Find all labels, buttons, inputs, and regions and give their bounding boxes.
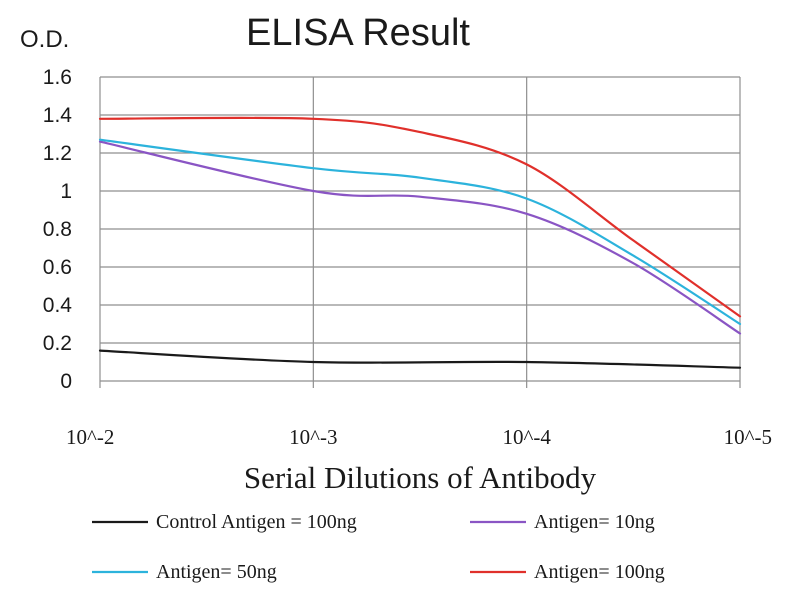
chart-title: ELISA Result xyxy=(246,12,470,54)
y-tick-label: 1.4 xyxy=(43,104,73,127)
y-tick-label: 1.6 xyxy=(43,66,72,89)
y-tick-label: 0.6 xyxy=(43,256,72,279)
x-tick-label: 10^-2 xyxy=(66,425,114,449)
y-tick-label: 0.2 xyxy=(43,332,72,355)
legend-label-antigen-10ng: Antigen= 10ng xyxy=(534,511,655,533)
series-line-antigen-100ng xyxy=(98,116,742,318)
y-tick-label: 0 xyxy=(60,370,72,393)
axes: 0 0.2 0.4 0.6 0.8 1 1.2 1.4 1.6 10^-2 10^-3 10^-4 10… xyxy=(43,66,772,449)
series-line-control-antigen-100ng xyxy=(98,349,742,369)
legend-label-control-antigen-100ng: Control Antigen = 100ng xyxy=(156,511,357,533)
legend: Control Antigen = 100ng Antigen= 10ng Anti… xyxy=(92,511,665,583)
y-tick-label: 0.8 xyxy=(43,218,72,241)
x-tick-label: 10^-3 xyxy=(289,425,337,449)
legend-label-antigen-50ng: Antigen= 50ng xyxy=(156,561,277,583)
series-line-antigen-50ng xyxy=(98,138,742,326)
x-tick-label: 10^-5 xyxy=(724,425,772,449)
gridlines xyxy=(100,76,741,381)
x-axis-label: Serial Dilutions of Antibody xyxy=(244,460,597,495)
series-line-antigen-10ng xyxy=(98,140,742,335)
y-axis-label: O.D. xyxy=(20,26,69,53)
x-tick-label: 10^-4 xyxy=(502,425,551,449)
data-series xyxy=(98,116,742,369)
y-tick-label: 1 xyxy=(60,180,72,203)
legend-label-antigen-100ng: Antigen= 100ng xyxy=(534,561,665,583)
y-tick-label: 0.4 xyxy=(43,294,73,317)
y-tick-label: 1.2 xyxy=(43,142,72,165)
